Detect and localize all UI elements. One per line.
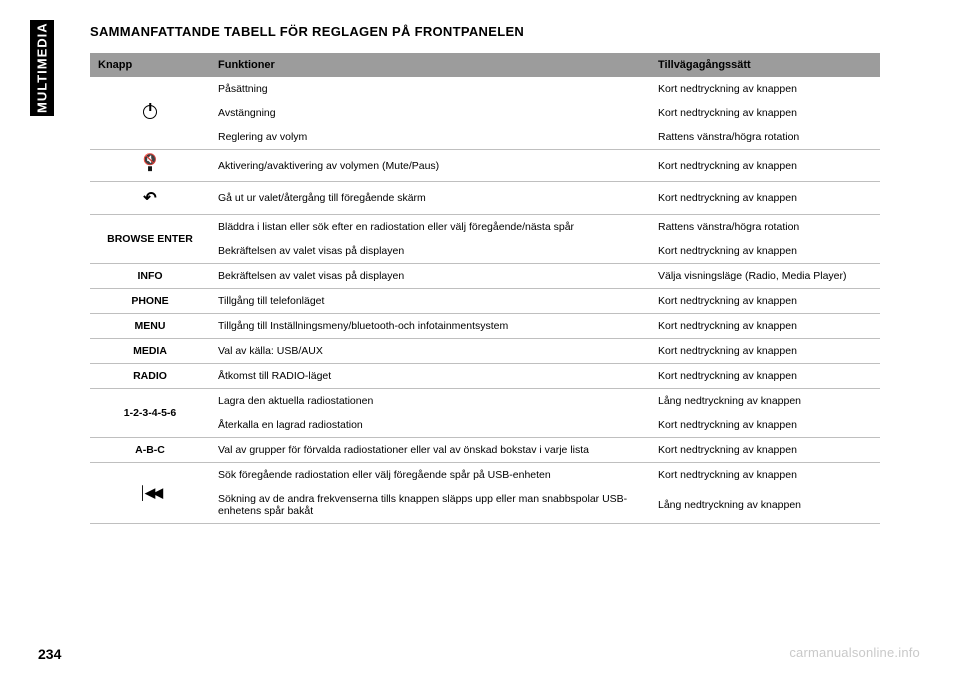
func-cell: Bläddra i listan eller sök efter en radi… [210, 215, 650, 240]
power-icon [143, 105, 157, 119]
proc-cell: Kort nedtryckning av knappen [650, 101, 880, 125]
func-cell: Gå ut ur valet/återgång till föregående … [210, 182, 650, 215]
page-title: SAMMANFATTANDE TABELL FÖR REGLAGEN PÅ FR… [90, 24, 880, 39]
table-row: INFOBekräftelsen av valet visas på displ… [90, 264, 880, 289]
col-tillvagagangssatt: Tillvägagångssätt [650, 53, 880, 77]
func-cell: Sökning av de andra frekvenserna tills k… [210, 487, 650, 524]
table-header-row: Knapp Funktioner Tillvägagångssätt [90, 53, 880, 77]
func-cell: Återkalla en lagrad radiostation [210, 413, 650, 438]
table-row: MEDIAVal av källa: USB/AUXKort nedtryckn… [90, 339, 880, 364]
knapp-cell: 🔇⏸ [90, 150, 210, 182]
proc-cell: Lång nedtryckning av knappen [650, 389, 880, 414]
table-row: ↶ Gå ut ur valet/återgång till föregående… [90, 182, 880, 215]
back-icon: ↶ [143, 188, 156, 208]
proc-cell: Kort nedtryckning av knappen [650, 289, 880, 314]
proc-cell: Kort nedtryckning av knappen [650, 77, 880, 101]
proc-cell: Rattens vänstra/högra rotation [650, 215, 880, 240]
proc-cell: Kort nedtryckning av knappen [650, 339, 880, 364]
proc-cell: Kort nedtryckning av knappen [650, 239, 880, 264]
func-cell: Bekräftelsen av valet visas på displayen [210, 264, 650, 289]
table-row: A-B-CVal av grupper för förvalda radiost… [90, 438, 880, 463]
func-cell: Lagra den aktuella radiostationen [210, 389, 650, 414]
page-content: SAMMANFATTANDE TABELL FÖR REGLAGEN PÅ FR… [30, 0, 930, 678]
proc-cell: Kort nedtryckning av knappen [650, 463, 880, 488]
table-row: PHONETillgång till telefonlägetKort nedt… [90, 289, 880, 314]
func-cell: Påsättning [210, 77, 650, 101]
table-row: RADIOÅtkomst till RADIO-lägetKort nedtry… [90, 364, 880, 389]
page-number: 234 [38, 646, 61, 662]
knapp-cell: PHONE [90, 289, 210, 314]
func-cell: Aktivering/avaktivering av volymen (Mute… [210, 150, 650, 182]
knapp-cell: A-B-C [90, 438, 210, 463]
func-cell: Åtkomst till RADIO-läget [210, 364, 650, 389]
knapp-cell: MEDIA [90, 339, 210, 364]
table-row: MENUTillgång till Inställningsmeny/bluet… [90, 314, 880, 339]
proc-cell: Rattens vänstra/högra rotation [650, 125, 880, 150]
knapp-cell: BROWSE ENTER [90, 215, 210, 264]
table-row: 🔇⏸ Aktivering/avaktivering av volymen (Mu… [90, 150, 880, 182]
proc-cell: Kort nedtryckning av knappen [650, 413, 880, 438]
watermark: carmanualsonline.info [789, 645, 920, 660]
controls-table: Knapp Funktioner Tillvägagångssätt Påsät… [90, 53, 880, 524]
col-knapp: Knapp [90, 53, 210, 77]
table-row: PåsättningKort nedtryckning av knappen [90, 77, 880, 101]
table-row: │◀◀Sök föregående radiostation eller väl… [90, 463, 880, 488]
func-cell: Val av källa: USB/AUX [210, 339, 650, 364]
proc-cell: Kort nedtryckning av knappen [650, 182, 880, 215]
func-cell: Tillgång till telefonläget [210, 289, 650, 314]
table-row: 1-2-3-4-5-6Lagra den aktuella radiostati… [90, 389, 880, 414]
knapp-cell: RADIO [90, 364, 210, 389]
proc-cell: Kort nedtryckning av knappen [650, 314, 880, 339]
knapp-cell: 1-2-3-4-5-6 [90, 389, 210, 438]
prev-track-icon: │◀◀ [139, 485, 161, 501]
knapp-cell [90, 77, 210, 150]
knapp-cell: INFO [90, 264, 210, 289]
func-cell: Avstängning [210, 101, 650, 125]
knapp-cell: │◀◀ [90, 463, 210, 524]
func-cell: Sök föregående radiostation eller välj f… [210, 463, 650, 488]
col-funktioner: Funktioner [210, 53, 650, 77]
proc-cell: Välja visningsläge (Radio, Media Player) [650, 264, 880, 289]
func-cell: Reglering av volym [210, 125, 650, 150]
mute-icon: 🔇⏸ [142, 156, 158, 174]
table-row: BROWSE ENTERBläddra i listan eller sök e… [90, 215, 880, 240]
knapp-cell: ↶ [90, 182, 210, 215]
proc-cell: Kort nedtryckning av knappen [650, 438, 880, 463]
func-cell: Val av grupper för förvalda radiostation… [210, 438, 650, 463]
table-body: PåsättningKort nedtryckning av knappenAv… [90, 77, 880, 524]
proc-cell: Kort nedtryckning av knappen [650, 150, 880, 182]
proc-cell: Kort nedtryckning av knappen [650, 364, 880, 389]
knapp-cell: MENU [90, 314, 210, 339]
func-cell: Bekräftelsen av valet visas på displayen [210, 239, 650, 264]
proc-cell: Lång nedtryckning av knappen [650, 487, 880, 524]
func-cell: Tillgång till Inställningsmeny/bluetooth… [210, 314, 650, 339]
